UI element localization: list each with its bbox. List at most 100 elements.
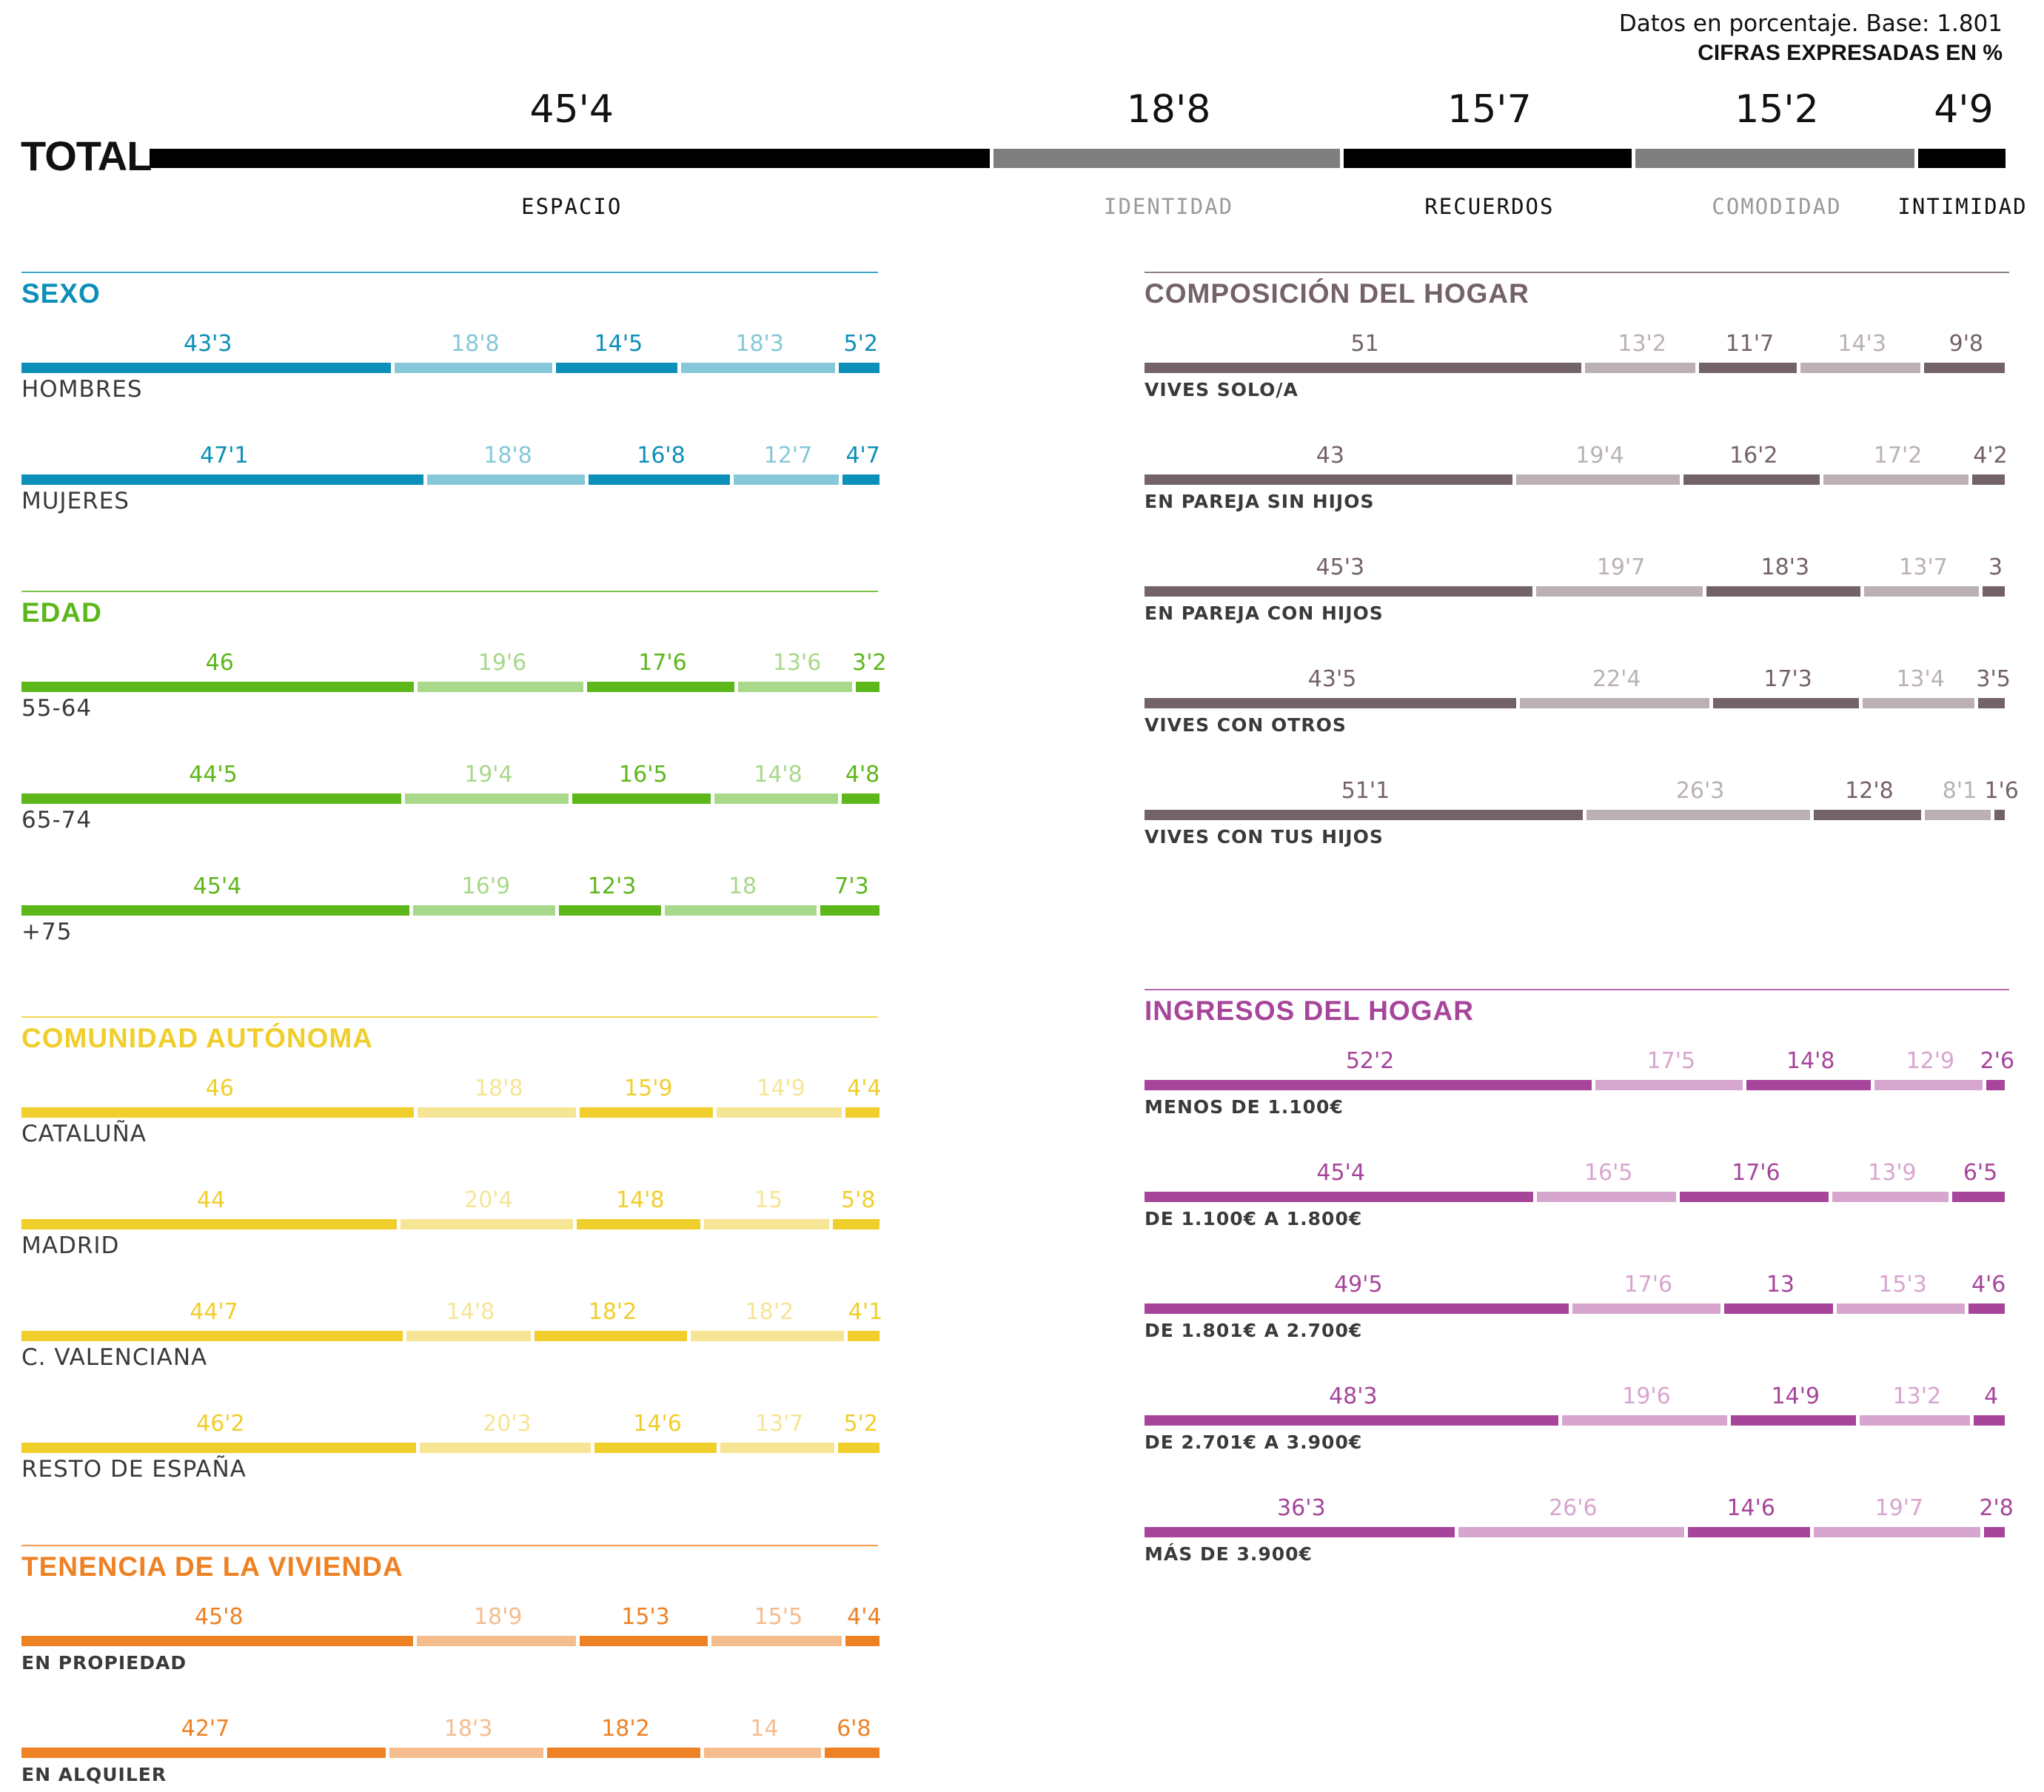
value-label: 13'4	[1896, 666, 1945, 692]
value-label: 19'4	[464, 762, 513, 788]
value-label: 4'2	[1973, 443, 2008, 469]
bar-segment-intimidad	[838, 363, 879, 373]
total-bar-segment-identidad	[993, 149, 1340, 168]
row-label: EN PAREJA SIN HIJOS	[1145, 491, 1375, 512]
value-label: 15'5	[754, 1604, 803, 1630]
value-label: 4'4	[847, 1075, 882, 1101]
group-divider	[1145, 989, 2009, 990]
bar-segment-recuerdos	[579, 1636, 708, 1646]
bar-segment-intimidad	[1974, 1415, 2005, 1426]
bar-segment-identidad	[401, 1219, 573, 1229]
value-label: 15'3	[1878, 1272, 1927, 1298]
value-label: 45'3	[1316, 554, 1365, 580]
bar-segment-intimidad	[845, 1107, 879, 1118]
value-label: 20'4	[464, 1187, 513, 1213]
value-label: 19'7	[1596, 554, 1646, 580]
value-label: 8'1	[1942, 778, 1977, 804]
value-label: 18'2	[588, 1299, 637, 1325]
bar-segment-comodidad	[1924, 810, 1991, 820]
units-note: CIFRAS EXPRESADAS EN %	[1698, 41, 2003, 65]
bar-segment-intimidad	[855, 682, 879, 692]
value-label: 14'8	[754, 762, 802, 788]
value-label: 5'8	[841, 1187, 876, 1213]
bar-segment-espacio	[21, 793, 401, 804]
bar-segment-comodidad	[1864, 586, 1979, 597]
bar-segment-identidad	[1515, 474, 1681, 485]
bar-segment-espacio	[1145, 586, 1532, 597]
group-divider	[21, 1016, 878, 1018]
group-title-ingresos-del-hogar: INGRESOS DEL HOGAR	[1145, 996, 1474, 1026]
value-label: 18'3	[443, 1716, 493, 1742]
row-label: MUJERES	[21, 488, 130, 514]
row-label: VIVES CON TUS HIJOS	[1145, 826, 1384, 848]
value-label: 13'2	[1892, 1383, 1942, 1409]
bar-segment-identidad	[1586, 810, 1811, 820]
group-title-tenencia-de-la-vivienda: TENENCIA DE LA VIVIENDA	[21, 1551, 403, 1582]
value-label: 26'3	[1675, 778, 1725, 804]
value-label: 14'5	[594, 331, 643, 357]
bar-segment-comodidad	[738, 682, 852, 692]
bar-segment-recuerdos	[1680, 1192, 1829, 1202]
category-label-comodidad: COMODIDAD	[1712, 194, 1842, 219]
value-label: 3'2	[852, 650, 887, 676]
value-label: 13'7	[754, 1411, 804, 1437]
total-bar-segment-intimidad	[1917, 149, 2006, 168]
value-label: 15	[754, 1187, 783, 1213]
value-label: 4'1	[848, 1299, 883, 1325]
value-label: 44'5	[189, 762, 238, 788]
bar-segment-intimidad	[1923, 363, 2005, 373]
value-label: 15'3	[621, 1604, 670, 1630]
bar-segment-espacio	[21, 1443, 416, 1453]
value-label: 36'3	[1277, 1495, 1326, 1521]
row-label: 55-64	[21, 695, 93, 722]
bar-segment-identidad	[419, 1443, 592, 1453]
bar-segment-espacio	[21, 682, 415, 692]
row-label: MÁS DE 3.900€	[1145, 1543, 1313, 1565]
group-title-comunidad-autonoma: COMUNIDAD AUTÓNOMA	[21, 1023, 373, 1053]
row-label: EN ALQUILER	[21, 1764, 167, 1785]
bar-segment-intimidad	[1982, 586, 2005, 597]
total-bar-segment-recuerdos	[1343, 149, 1632, 168]
row-label: EN PROPIEDAD	[21, 1652, 187, 1674]
total-value-label: 15'7	[1447, 87, 1532, 132]
bar-segment-recuerdos	[1706, 586, 1861, 597]
bar-segment-identidad	[1535, 586, 1703, 597]
total-bar-segment-comodidad	[1635, 149, 1914, 168]
bar-segment-identidad	[1520, 698, 1710, 708]
group-title-edad: EDAD	[21, 597, 102, 628]
bar-segment-espacio	[1145, 474, 1512, 485]
category-label-identidad: IDENTIDAD	[1103, 194, 1234, 219]
bar-segment-intimidad	[1994, 810, 2005, 820]
bar-segment-identidad	[1572, 1303, 1721, 1314]
value-label: 14'6	[1726, 1495, 1775, 1521]
total-value-label: 15'2	[1735, 87, 1819, 132]
group-title-sexo: SEXO	[21, 278, 101, 309]
bar-segment-recuerdos	[556, 363, 677, 373]
value-label: 52'2	[1345, 1048, 1395, 1074]
bar-segment-intimidad	[845, 1636, 879, 1646]
bar-segment-identidad	[416, 1636, 576, 1646]
value-label: 17'6	[1624, 1272, 1673, 1298]
value-label: 19'4	[1575, 443, 1624, 469]
bar-segment-recuerdos	[534, 1331, 688, 1341]
category-label-recuerdos: RECUERDOS	[1424, 194, 1555, 219]
value-label: 14'9	[757, 1075, 805, 1101]
row-label: DE 2.701€ A 3.900€	[1145, 1432, 1363, 1453]
row-label: C. VALENCIANA	[21, 1344, 208, 1371]
bar-segment-intimidad	[1952, 1192, 2005, 1202]
bar-segment-comodidad	[703, 1748, 821, 1758]
bar-segment-comodidad	[714, 793, 839, 804]
bar-segment-identidad	[1537, 1192, 1677, 1202]
row-label: CATALUÑA	[21, 1121, 147, 1147]
value-label: 45'8	[195, 1604, 244, 1630]
bar-segment-espacio	[21, 1331, 403, 1341]
value-label: 18'2	[601, 1716, 650, 1742]
bar-segment-recuerdos	[558, 905, 662, 916]
value-label: 17'3	[1763, 666, 1812, 692]
value-label: 4'7	[845, 443, 880, 469]
row-label: RESTO DE ESPAÑA	[21, 1456, 247, 1483]
bar-segment-intimidad	[842, 793, 879, 804]
value-label: 46	[205, 650, 234, 676]
bar-segment-comodidad	[720, 1443, 835, 1453]
bar-segment-comodidad	[691, 1331, 845, 1341]
